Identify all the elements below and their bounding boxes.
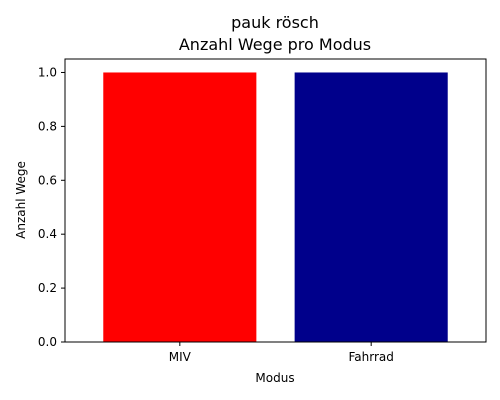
x-axis-label: Modus (255, 371, 294, 385)
y-tick-label: 0.0 (38, 335, 57, 349)
y-axis-ticks: 0.0 0.2 0.4 0.6 0.8 1.0 (38, 65, 65, 349)
chart-subtitle: Anzahl Wege pro Modus (179, 35, 371, 54)
y-tick-label: 0.6 (38, 173, 57, 187)
x-tick-label: Fahrrad (348, 350, 393, 364)
y-tick-label: 0.8 (38, 119, 57, 133)
bar-group (103, 72, 448, 342)
plot-frame (64, 58, 487, 343)
y-tick-label: 0.2 (38, 281, 57, 295)
bar-miv (103, 72, 257, 342)
y-axis-label: Anzahl Wege (14, 161, 28, 239)
y-tick-label: 1.0 (38, 65, 57, 79)
x-axis-ticks: MIV Fahrrad (169, 342, 394, 364)
chart-title: pauk rösch (231, 13, 319, 32)
x-tick-label: MIV (169, 350, 192, 364)
bar-fahrrad (294, 72, 448, 342)
y-tick-label: 0.4 (38, 227, 57, 241)
